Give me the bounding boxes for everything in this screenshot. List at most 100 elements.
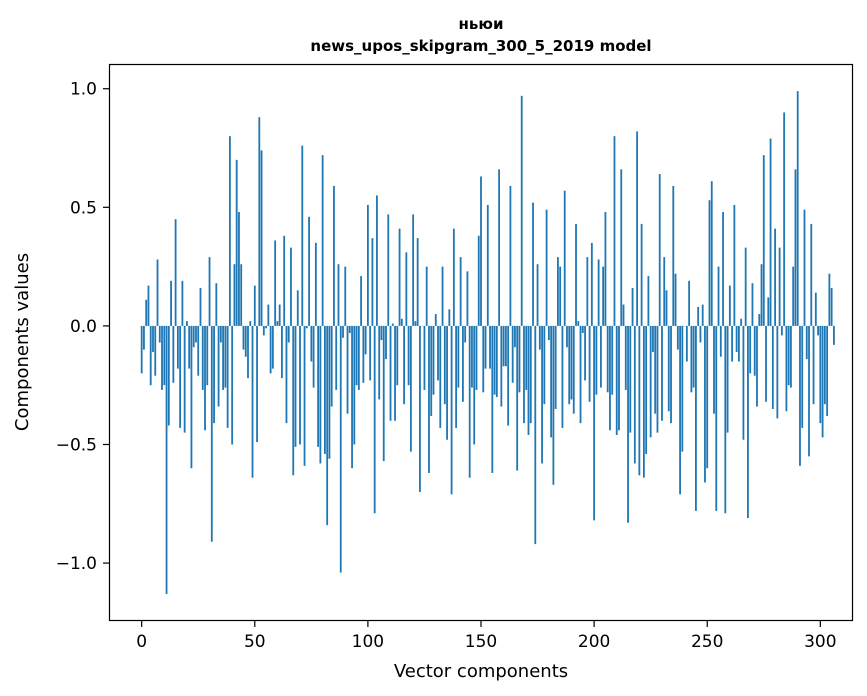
bar-152 (484, 325, 487, 369)
bar-103 (373, 325, 376, 514)
bar-21 (188, 325, 191, 369)
bar-64 (285, 325, 288, 424)
bar-96 (357, 325, 360, 390)
bar-249 (704, 325, 706, 483)
bar-35 (219, 325, 222, 343)
bar-215 (627, 325, 629, 523)
bar-235 (672, 185, 675, 326)
bar-227 (654, 325, 657, 414)
bar-243 (690, 325, 693, 393)
bar-224 (647, 276, 650, 326)
bar-192 (575, 223, 577, 326)
bar-251 (708, 200, 711, 326)
bar-242 (688, 280, 691, 326)
bar-75 (310, 325, 313, 362)
bar-159 (500, 325, 503, 407)
bar-14 (172, 325, 175, 383)
bar-196 (584, 325, 586, 381)
bar-102 (371, 238, 374, 326)
bar-77 (314, 242, 317, 326)
bar-250 (706, 325, 709, 469)
bar-256 (719, 325, 722, 357)
bar-97 (360, 276, 363, 326)
bar-207 (609, 325, 611, 431)
bar-45 (242, 325, 245, 350)
bar-221 (640, 223, 643, 326)
bar-245 (695, 325, 697, 511)
bar-73 (305, 325, 308, 329)
bar-278 (769, 138, 772, 326)
bar-163 (509, 185, 512, 326)
bar-94 (353, 325, 356, 445)
bar-145 (468, 325, 471, 478)
bar-28 (204, 325, 206, 431)
bar-55 (265, 325, 267, 329)
bar-275 (762, 155, 765, 326)
bar-41 (233, 264, 236, 326)
bar-304 (828, 273, 831, 326)
bar-8 (158, 325, 161, 343)
bar-164 (511, 325, 514, 383)
bar-131 (437, 325, 439, 381)
bar-57 (269, 325, 272, 374)
bar-291 (799, 325, 801, 466)
bar-100 (366, 204, 369, 326)
y-axis-ticks: −1.0 −0.5 0.0 0.5 1.0 (56, 80, 110, 574)
bar-0 (140, 325, 143, 374)
bar-72 (303, 325, 306, 466)
bar-175 (536, 264, 539, 326)
bar-241 (685, 325, 688, 362)
bar-168 (520, 95, 523, 326)
bar-67 (292, 325, 295, 476)
bar-199 (590, 242, 593, 326)
bar-88 (339, 325, 342, 573)
bar-272 (756, 325, 758, 407)
bar-141 (459, 257, 462, 326)
bar-114 (398, 228, 401, 326)
bar-253 (713, 325, 715, 414)
bar-161 (504, 325, 507, 367)
bar-264 (737, 325, 740, 362)
bar-285 (785, 325, 788, 412)
bar-104 (376, 195, 378, 326)
bar-137 (450, 325, 453, 495)
x-tick-label: 250 (691, 632, 723, 652)
bar-234 (670, 325, 672, 424)
bar-177 (541, 325, 543, 464)
bar-47 (247, 325, 249, 379)
plot-frame (108, 63, 854, 622)
bar-60 (276, 321, 279, 326)
bar-130 (434, 314, 437, 326)
bar-120 (412, 214, 415, 326)
bar-113 (396, 325, 399, 386)
bar-202 (597, 259, 600, 326)
bar-32 (213, 325, 215, 424)
bar-119 (409, 325, 412, 452)
bar-248 (701, 304, 704, 326)
bar-216 (629, 325, 632, 433)
bar-293 (803, 209, 806, 326)
bar-2 (145, 299, 148, 326)
bar-191 (572, 325, 575, 414)
bar-24 (195, 325, 197, 343)
bar-219 (636, 131, 638, 326)
bar-160 (502, 325, 505, 367)
bar-92 (348, 325, 351, 334)
bar-176 (538, 325, 541, 350)
bar-133 (441, 266, 444, 326)
bar-134 (443, 325, 446, 405)
x-tick-label: 0 (136, 632, 147, 652)
bar-239 (681, 325, 684, 452)
bar-268 (747, 325, 749, 519)
bar-59 (274, 240, 277, 326)
bar-148 (475, 325, 478, 390)
bar-156 (493, 325, 496, 395)
bar-206 (606, 325, 609, 393)
bar-265 (740, 318, 743, 326)
bar-290 (796, 91, 799, 326)
bar-181 (550, 325, 553, 438)
bar-10 (163, 325, 166, 386)
bar-209 (613, 136, 616, 326)
bar-269 (749, 325, 752, 374)
bar-226 (652, 325, 654, 352)
